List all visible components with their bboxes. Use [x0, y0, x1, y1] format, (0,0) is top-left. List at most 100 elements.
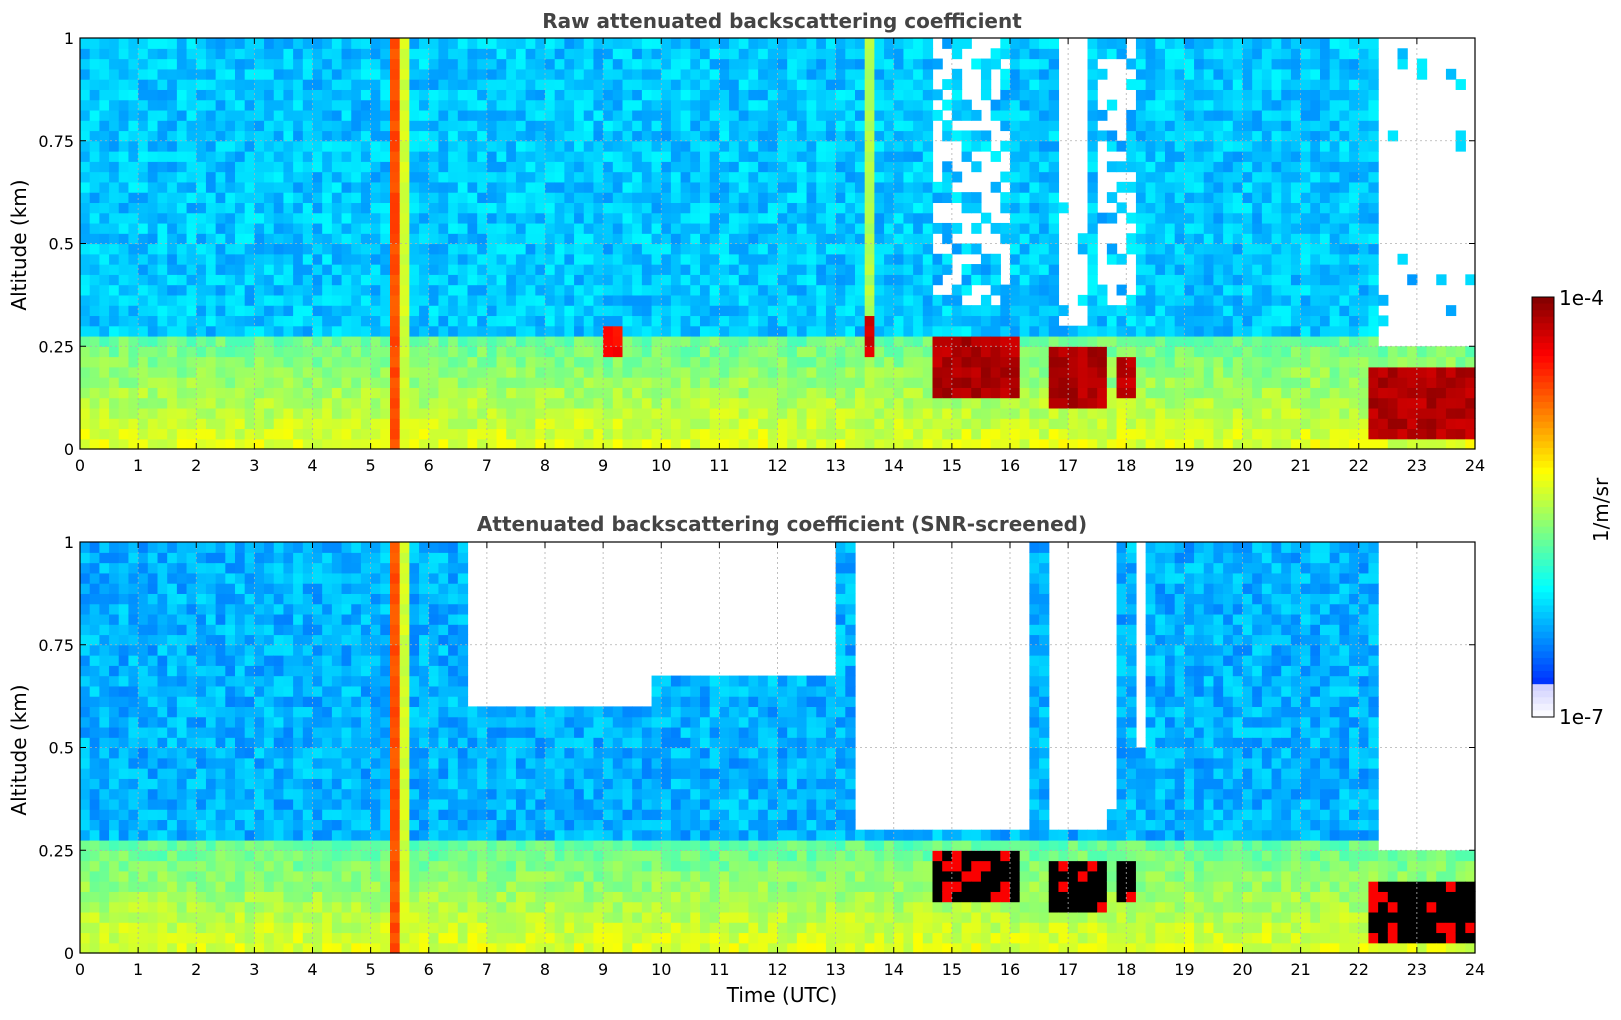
heatmap-cell [157, 120, 168, 132]
heatmap-cell [1232, 48, 1244, 60]
heatmap-cell [709, 397, 720, 409]
heatmap-cell [690, 222, 701, 234]
heatmap-cell [690, 264, 701, 275]
heatmap-cell [864, 418, 875, 430]
heatmap-cell [758, 48, 769, 60]
heatmap-cell [380, 181, 391, 193]
heatmap-cell [1039, 140, 1050, 152]
heatmap-cell [467, 377, 478, 388]
heatmap-cell [748, 233, 759, 245]
heatmap-cell [535, 38, 546, 49]
heatmap-cell [80, 356, 91, 368]
heatmap-cell [1155, 130, 1166, 142]
heatmap-cell [709, 181, 720, 193]
heatmap-cell [409, 264, 420, 275]
heatmap-cell [157, 377, 168, 388]
heatmap-cell [1261, 130, 1273, 142]
heatmap-cell [1048, 222, 1060, 234]
heatmap-cell [942, 315, 953, 327]
heatmap-cell [80, 397, 91, 409]
heatmap-cell [1203, 335, 1215, 347]
heatmap-cell [322, 284, 333, 296]
heatmap-cell [1106, 161, 1118, 173]
heatmap-cell [1300, 438, 1311, 450]
heatmap-cell [1000, 346, 1011, 358]
heatmap-cell [235, 109, 246, 121]
heatmap-cell [486, 274, 498, 286]
heatmap-cell [748, 315, 759, 327]
heatmap-cell [1213, 325, 1224, 337]
heatmap-cell [670, 120, 682, 132]
heatmap-cell [283, 202, 294, 214]
heatmap-cell [1000, 356, 1011, 368]
heatmap-cell [709, 428, 720, 440]
heatmap-cell [1010, 130, 1021, 142]
heatmap-cell [922, 243, 934, 255]
heatmap-cell [176, 397, 188, 409]
heatmap-cell [816, 264, 827, 275]
heatmap-cell [700, 294, 711, 306]
heatmap-cell [1271, 356, 1282, 368]
heatmap-cell [1039, 222, 1050, 234]
heatmap-cell [680, 305, 691, 317]
heatmap-cell [496, 130, 507, 142]
heatmap-cell [196, 407, 207, 419]
heatmap-cell [1058, 366, 1069, 378]
heatmap-cell [390, 397, 401, 409]
heatmap-cell [273, 274, 285, 286]
heatmap-cell [1039, 109, 1050, 121]
heatmap-cell [1213, 387, 1224, 399]
heatmap-cell [1271, 212, 1282, 224]
heatmap-cell [448, 418, 459, 430]
heatmap-cell [903, 315, 914, 327]
heatmap-cell [1290, 109, 1302, 121]
heatmap-cell [428, 428, 440, 440]
heatmap-cell [235, 68, 246, 80]
heatmap-cell [254, 305, 265, 317]
heatmap-cell [1000, 109, 1011, 121]
heatmap-cell [351, 438, 362, 450]
heatmap-cell [767, 397, 779, 409]
heatmap-cell [980, 253, 992, 265]
heatmap-cell [477, 212, 488, 224]
heatmap-cell [312, 356, 323, 368]
heatmap-cell [448, 438, 459, 450]
heatmap-cell [341, 202, 352, 214]
heatmap-cell [913, 315, 924, 327]
heatmap-cell [419, 109, 430, 121]
heatmap-cell [893, 305, 905, 317]
heatmap-cell [709, 253, 720, 265]
heatmap-cell [796, 130, 808, 142]
heatmap-cell [942, 325, 953, 337]
heatmap-cell [593, 48, 604, 60]
heatmap-cell [1232, 233, 1244, 245]
heatmap-cell [884, 48, 895, 60]
heatmap-cell [1155, 356, 1166, 368]
heatmap-cell [767, 305, 779, 317]
heatmap-cell [661, 48, 672, 60]
heatmap-cell [787, 99, 798, 111]
heatmap-cell [622, 325, 633, 337]
heatmap-cell [738, 161, 750, 173]
heatmap-cell [1261, 264, 1273, 275]
heatmap-cell [419, 181, 430, 193]
heatmap-cell [215, 181, 226, 193]
heatmap-cell [1145, 151, 1156, 162]
heatmap-cell [554, 192, 565, 204]
heatmap-cell [700, 315, 711, 327]
heatmap-cell [574, 418, 585, 430]
heatmap-cell [1329, 192, 1340, 204]
heatmap-cell [351, 418, 362, 430]
heatmap-cell [196, 294, 207, 306]
heatmap-cell [903, 120, 914, 132]
heatmap-cell [496, 346, 507, 358]
heatmap-cell [864, 346, 875, 358]
heatmap-cell [835, 243, 846, 255]
heatmap-cell [448, 48, 459, 60]
heatmap-cell [448, 192, 459, 204]
heatmap-cell [186, 48, 197, 60]
heatmap-cell [1019, 161, 1030, 173]
heatmap-cell [273, 212, 285, 224]
heatmap-cell [1039, 130, 1050, 142]
heatmap-cell [1039, 192, 1050, 204]
